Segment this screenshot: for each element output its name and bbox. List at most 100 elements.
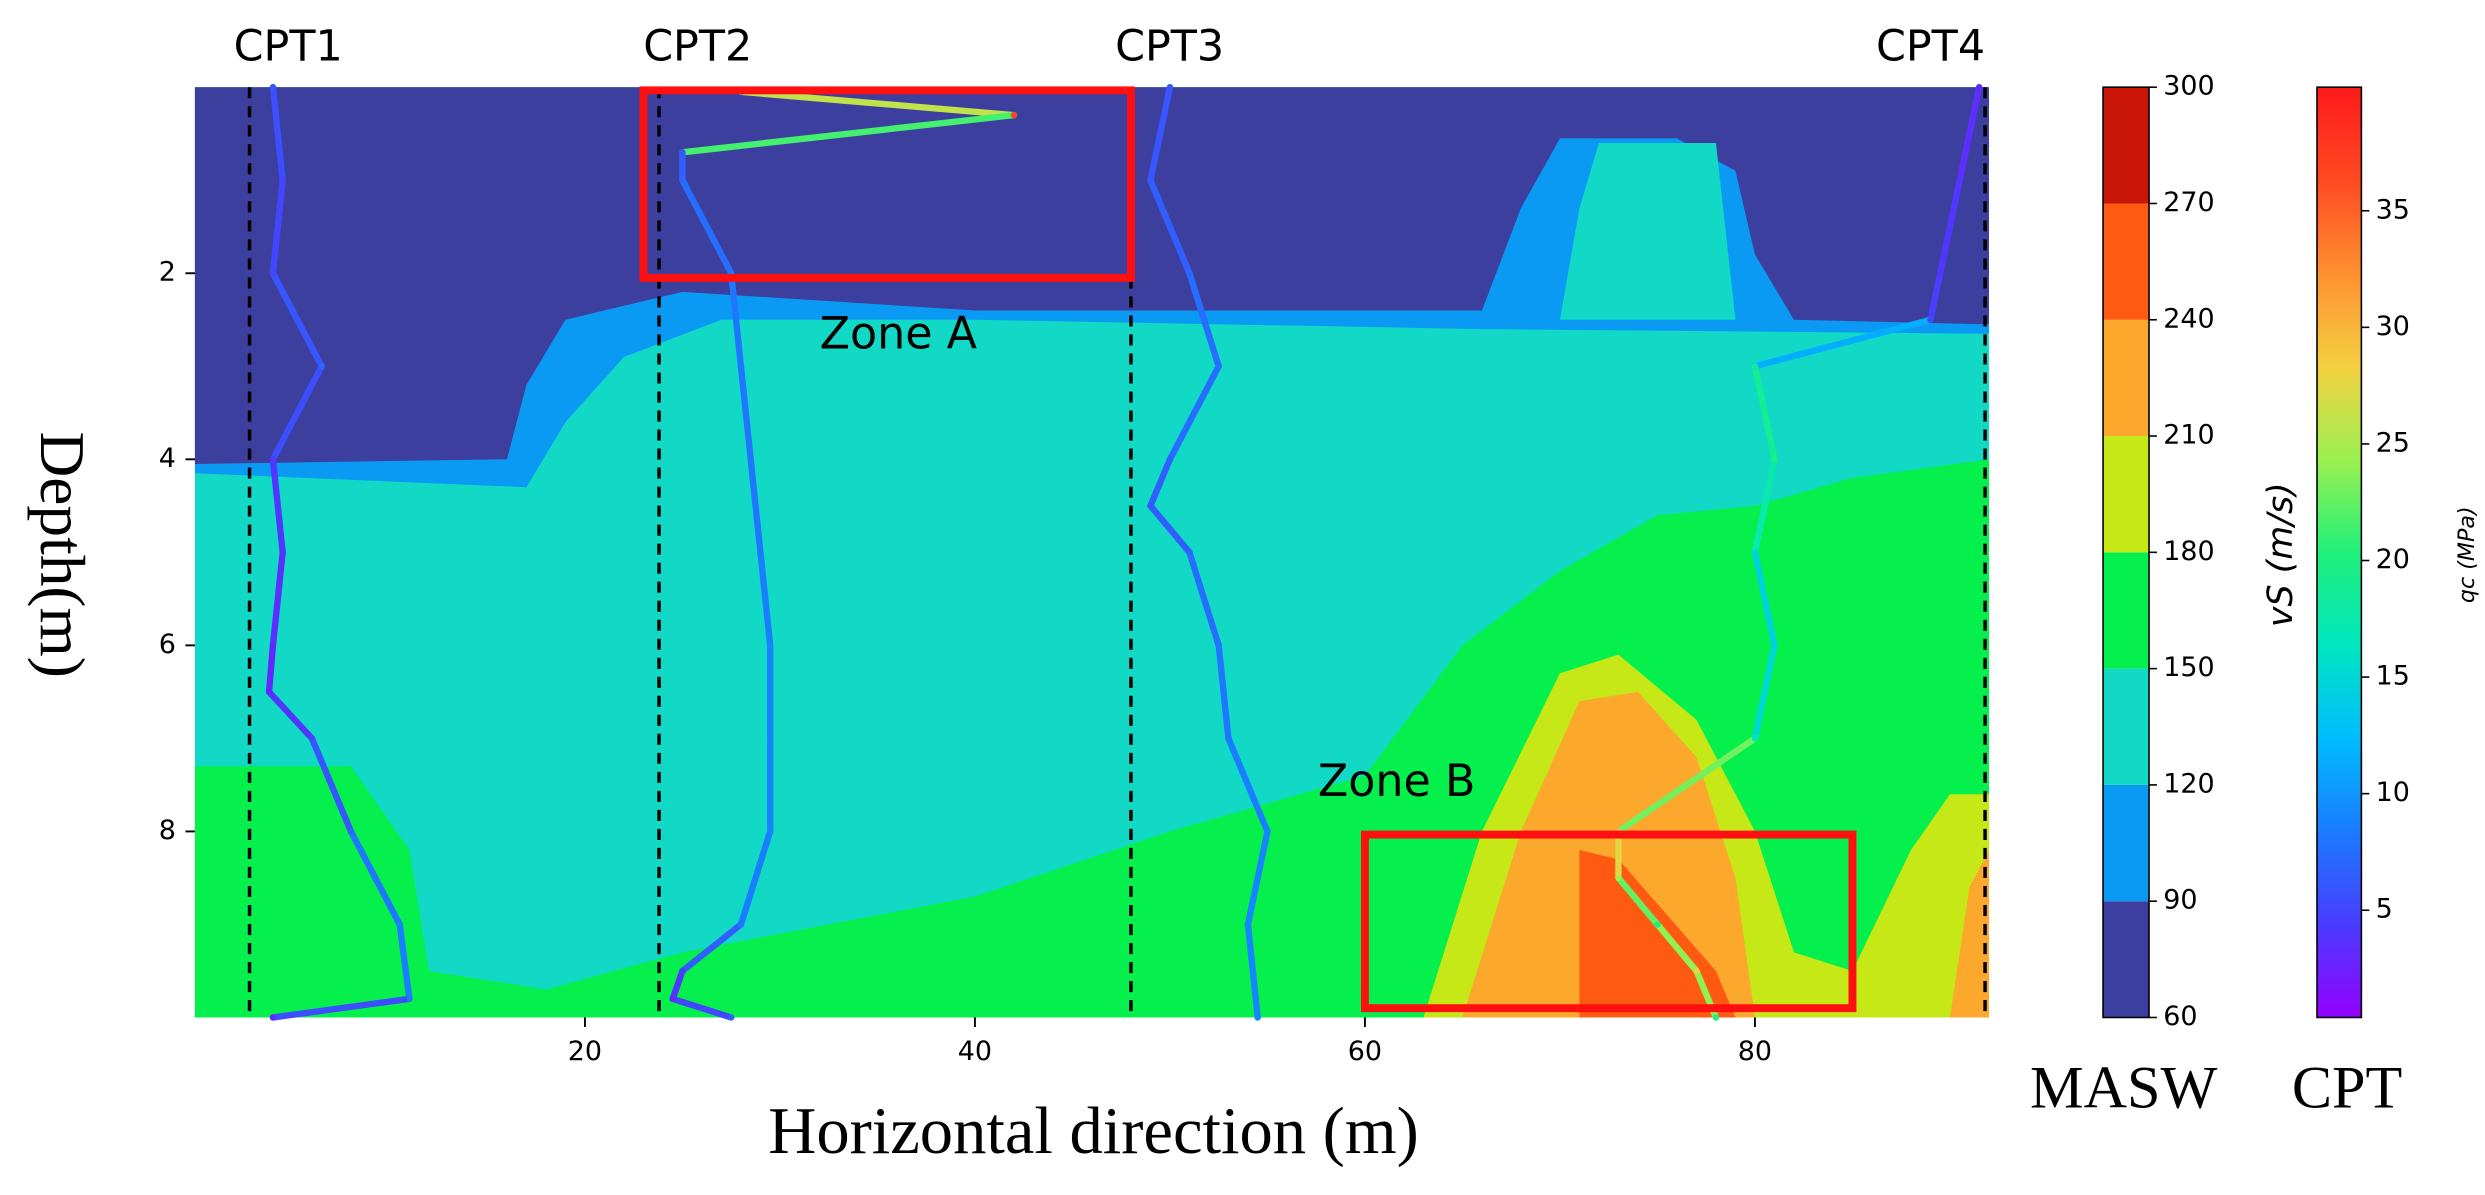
- cpt-profile-segment: [728, 270, 745, 370]
- cpt-profile-point: [318, 363, 325, 370]
- cpt-profile-segment: [265, 688, 316, 742]
- cpt-colorbar-label: qc (MPa): [2454, 506, 2480, 603]
- cpt-profile-segment: [1244, 921, 1261, 1021]
- cpt-profile-segment: [1615, 874, 1661, 928]
- cpt-name-label: CPT4: [1876, 22, 1985, 72]
- cpt-profile-segment: [1751, 642, 1778, 742]
- cpt-profile-point: [308, 735, 316, 742]
- masw-colorbar-tick-label: 210: [2163, 420, 2214, 451]
- cpt-profile-point: [1751, 735, 1759, 742]
- cpt-profile-point: [728, 1014, 735, 1021]
- cpt-profile-segment: [1615, 735, 1759, 835]
- masw-colorbar-segment: [2103, 784, 2150, 902]
- cpt-profile-segment: [737, 828, 774, 928]
- masw-colorbar-tick-label: 60: [2163, 1001, 2197, 1032]
- cpt-profile-point: [1010, 111, 1018, 119]
- cpt-name-label: CPT1: [234, 22, 343, 72]
- cpt-profile-point: [269, 642, 277, 649]
- cpt-profile-segment: [1654, 921, 1700, 975]
- masw-colorbar-tick-label: 180: [2163, 536, 2214, 567]
- x-tick-label: 60: [1348, 1036, 1382, 1067]
- cpt-profile-segment: [1166, 363, 1222, 463]
- cpt-profile-segment: [396, 921, 413, 1003]
- cpt-profile-point: [1254, 1014, 1261, 1021]
- cpt-profile-segment: [269, 995, 413, 1021]
- y-tick-label: 8: [159, 815, 176, 846]
- cpt-profile-point: [767, 828, 774, 835]
- cpt-profile-point: [1244, 921, 1252, 928]
- cpt-profile-segment: [679, 177, 735, 277]
- masw-colorbar-tick-label: 120: [2163, 768, 2214, 799]
- cpt-profile-point: [767, 735, 774, 742]
- masw-colorbar-segment: [2103, 203, 2150, 320]
- cpt-profile-segment: [269, 456, 286, 556]
- cpt-profile-segment: [308, 735, 355, 835]
- cpt-profile-point: [279, 177, 286, 184]
- cpt-profile-point: [679, 177, 686, 184]
- cpt-profile-segment: [1147, 456, 1174, 509]
- cpt-profile-segment: [1956, 84, 1983, 184]
- cpt-colorbar-tick-label: 5: [2376, 894, 2393, 925]
- cpt-colorbar-tick-label: 20: [2376, 544, 2410, 575]
- cpt-profile-point: [1771, 456, 1778, 463]
- cpt-profile-segment: [269, 363, 325, 463]
- masw-colorbar-label: vS (m/s): [2261, 482, 2301, 627]
- cpt-profile-segment: [1244, 828, 1271, 928]
- cpt-profile-point: [269, 1014, 277, 1021]
- cpt-profile-segment: [737, 88, 1018, 119]
- cpt-colorbar-tick-label: 35: [2376, 194, 2410, 225]
- cpt-profile-segment: [747, 456, 764, 556]
- masw-colorbar-tick-label: 270: [2163, 187, 2214, 218]
- x-axis-label: Horizontal direction (m): [768, 1095, 1418, 1168]
- cpt-profile-point: [679, 967, 686, 975]
- cpt-profile-point: [1225, 735, 1232, 742]
- cpt-profile-point: [396, 921, 403, 928]
- cpt-profile-point: [347, 828, 355, 835]
- cpt-profile-segment: [1225, 735, 1271, 835]
- x-tick-label: 40: [958, 1036, 992, 1067]
- cpt-profile-point: [1215, 642, 1222, 649]
- cpt-profile-point: [757, 549, 764, 556]
- cpt-profile-point: [1771, 642, 1778, 649]
- cpt-profile-segment: [669, 995, 735, 1021]
- cpt-profile-point: [1927, 316, 1934, 323]
- cpt-profile-segment: [1215, 642, 1232, 742]
- cpt-profile-segment: [1927, 270, 1944, 323]
- zone-label: Zone B: [1318, 756, 1475, 807]
- cpt-profile-segment: [1751, 316, 1934, 370]
- cpt-profile-point: [1147, 502, 1154, 509]
- x-tick-label: 20: [568, 1036, 602, 1067]
- cpt-profile-point: [1693, 967, 1700, 975]
- cpt-profile-point: [1264, 828, 1271, 835]
- masw-colorbar-tick-label: 90: [2163, 885, 2197, 916]
- cpt-profile-segment: [737, 363, 754, 463]
- masw-colorbar-segment: [2103, 901, 2150, 1018]
- y-tick-label: 6: [159, 629, 176, 660]
- y-tick-label: 2: [159, 257, 176, 288]
- cpt-profile-point: [1147, 177, 1154, 184]
- zone-box: [639, 86, 1135, 282]
- cpt-profile-point: [1976, 84, 1983, 91]
- cpt-profile-point: [1615, 874, 1622, 882]
- cpt-profile-segment: [669, 967, 686, 1003]
- cpt-profile-point: [1186, 549, 1193, 556]
- cpt-profile-point: [747, 456, 754, 463]
- cpt-profile-point: [406, 995, 413, 1003]
- cpt-profile-point: [269, 84, 277, 91]
- cpt-profile-point: [269, 270, 277, 277]
- cpt-profile-segment: [347, 828, 403, 928]
- cpt-name-label: CPT2: [643, 22, 752, 72]
- cpt-profile-point: [737, 363, 745, 370]
- zone-label: Zone A: [820, 309, 977, 360]
- masw-colorbar-segment: [2103, 436, 2150, 553]
- cpt-profile-point: [737, 921, 745, 928]
- cpt-profile-point: [265, 688, 273, 696]
- cpt-profile-segment: [1147, 177, 1193, 277]
- cpt-profile-point: [1186, 270, 1193, 277]
- cpt-profile-point: [279, 549, 286, 556]
- cpt-profile-point: [1712, 1014, 1720, 1021]
- masw-colorbar-tick-label: 300: [2163, 71, 2214, 102]
- cpt-profile-point: [1751, 363, 1759, 370]
- cpt-profile-point: [1166, 84, 1174, 91]
